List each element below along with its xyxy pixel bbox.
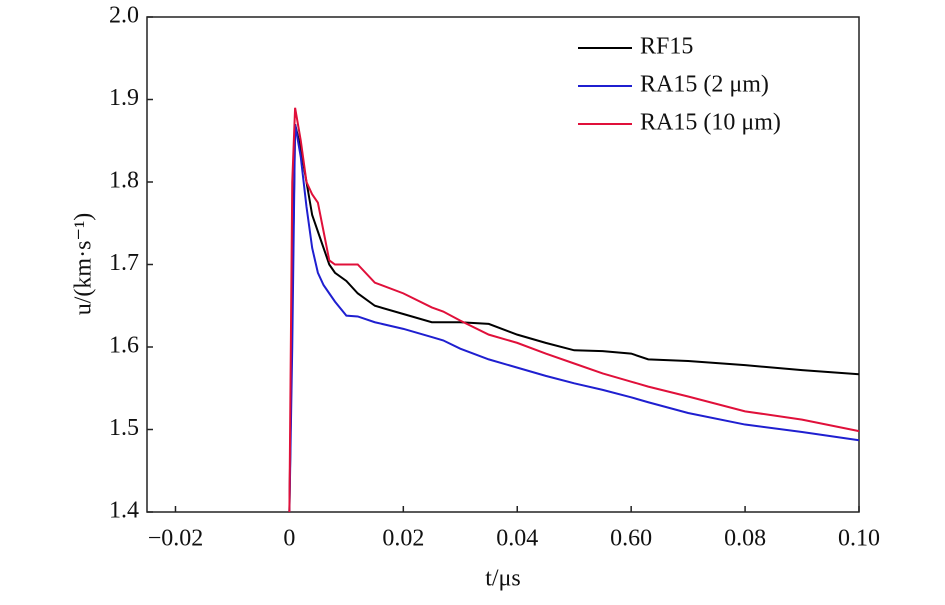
x-tick-label: 0	[283, 526, 295, 552]
x-axis-label: t/μs	[485, 566, 521, 592]
x-tick-label: −0.02	[148, 526, 204, 552]
x-tick-label: 0.60	[610, 526, 652, 552]
x-tick-label: 0.04	[496, 526, 538, 552]
y-tick-label: 2.0	[109, 3, 139, 29]
line-series	[288, 124, 860, 513]
y-tick-label: 1.4	[109, 498, 139, 524]
y-tick-label: 1.8	[109, 168, 139, 194]
legend-label: RF15	[640, 34, 693, 60]
x-tick-label: 0.08	[724, 526, 766, 552]
y-axis-label: u/(km·s⁻¹)	[71, 213, 97, 316]
y-tick-label: 1.5	[109, 415, 139, 441]
y-tick-label: 1.9	[109, 85, 139, 111]
x-tick-label: 0.10	[838, 526, 880, 552]
y-tick-label: 1.6	[109, 333, 139, 359]
legend-label: RA15 (10 μm)	[640, 110, 781, 136]
line-series	[288, 124, 860, 513]
line-series	[288, 107, 860, 513]
y-tick-label: 1.7	[109, 250, 139, 276]
legend-label: RA15 (2 μm)	[640, 72, 769, 98]
x-tick-label: 0.02	[382, 526, 424, 552]
